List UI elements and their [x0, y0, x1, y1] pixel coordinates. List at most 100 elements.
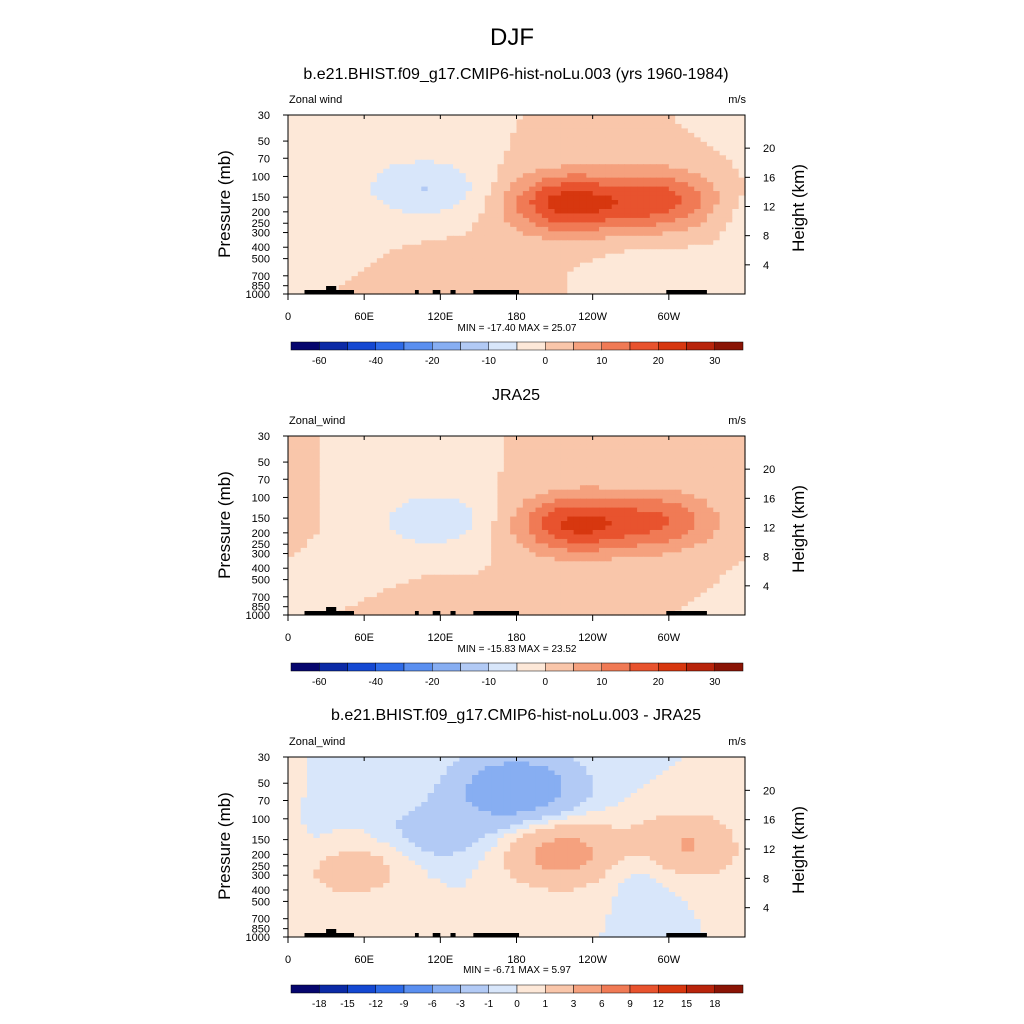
field-cell: [579, 547, 587, 553]
field-cell: [484, 200, 492, 206]
field-cell: [567, 115, 575, 121]
field-cell: [491, 489, 499, 495]
field-cell: [319, 119, 327, 125]
field-cell: [522, 547, 530, 553]
field-cell: [579, 503, 587, 509]
field-cell: [560, 132, 568, 138]
field-cell: [446, 159, 454, 165]
field-cell: [427, 534, 435, 540]
field-cell: [681, 534, 689, 540]
field-cell: [713, 191, 721, 197]
field-cell: [522, 521, 530, 527]
field-cell: [307, 525, 314, 531]
field-cell: [364, 177, 372, 183]
field-cell: [618, 538, 626, 544]
field-cell: [465, 529, 473, 536]
field-cell: [694, 231, 702, 237]
field-cell: [675, 462, 683, 468]
field-cell: [472, 128, 480, 134]
field-cell: [675, 164, 683, 170]
field-cell: [414, 208, 422, 215]
field-cell: [522, 115, 530, 121]
field-cell: [649, 177, 657, 183]
field-cell: [656, 235, 664, 241]
field-cell: [370, 226, 378, 232]
field-cell: [643, 444, 651, 451]
field-cell: [694, 525, 702, 531]
field-cell: [541, 285, 549, 291]
field-cell: [618, 168, 626, 174]
field-cell: [535, 271, 543, 277]
field-cell: [484, 498, 492, 504]
field-cell: [529, 271, 537, 277]
field-cell: [637, 485, 645, 491]
field-cell: [389, 471, 397, 477]
field-cell: [522, 191, 530, 197]
field-cell: [414, 204, 422, 210]
field-cell: [395, 182, 403, 188]
field-cell: [643, 253, 651, 259]
field-cell: [402, 195, 410, 201]
field-cell: [472, 280, 480, 286]
field-cell: [402, 177, 410, 183]
panel-2-title: JRA25: [492, 387, 540, 404]
field-cell: [370, 182, 378, 188]
field-cell: [338, 150, 346, 156]
field-cell: [332, 521, 340, 527]
field-cell: [357, 186, 365, 192]
field-cell: [421, 115, 429, 121]
field-cell: [554, 556, 562, 562]
field-cell: [662, 267, 670, 273]
field-cell: [662, 258, 670, 264]
field-cell: [706, 267, 714, 273]
field-cell: [446, 213, 454, 219]
field-cell: [395, 123, 403, 130]
field-cell: [376, 115, 384, 121]
field-cell: [332, 258, 340, 264]
field-cell: [643, 132, 651, 138]
field-cell: [332, 276, 340, 282]
field-cell: [345, 543, 353, 549]
field-cell: [300, 208, 308, 215]
field-cell: [573, 271, 581, 277]
field-cell: [414, 226, 422, 232]
field-cell: [560, 141, 568, 147]
field-cell: [649, 547, 657, 553]
field-cell: [402, 168, 410, 174]
field-cell: [395, 191, 403, 197]
field-cell: [294, 289, 302, 295]
field-cell: [554, 525, 562, 531]
field-cell: [662, 249, 670, 255]
field-cell: [307, 547, 314, 553]
field-cell: [465, 159, 473, 165]
field-cell: [560, 177, 568, 183]
field-cell: [478, 449, 486, 455]
field-cell: [357, 436, 365, 442]
field-cell: [459, 471, 467, 477]
field-cell: [421, 489, 429, 495]
field-cell: [503, 276, 511, 282]
field-cell: [516, 132, 524, 138]
field-cell: [630, 249, 638, 255]
field-cell: [364, 538, 372, 544]
field-cell: [719, 440, 727, 446]
field-cell: [656, 525, 664, 531]
field-cell: [560, 480, 568, 486]
field-cell: [554, 512, 562, 518]
field-cell: [637, 276, 645, 282]
field-cell: [662, 217, 670, 223]
field-cell: [389, 213, 397, 219]
field-cell: [535, 556, 543, 562]
field-cell: [700, 440, 708, 446]
field-cell: [326, 137, 334, 143]
field-cell: [414, 164, 422, 170]
field-cell: [465, 552, 473, 558]
field-cell: [465, 128, 473, 134]
field-cell: [351, 262, 359, 268]
field-cell: [319, 258, 327, 264]
field-cell: [668, 146, 676, 152]
field-cell: [548, 467, 556, 473]
field-cell: [548, 155, 556, 161]
field-cell: [370, 258, 378, 264]
y-tick-label: 150: [252, 192, 270, 204]
